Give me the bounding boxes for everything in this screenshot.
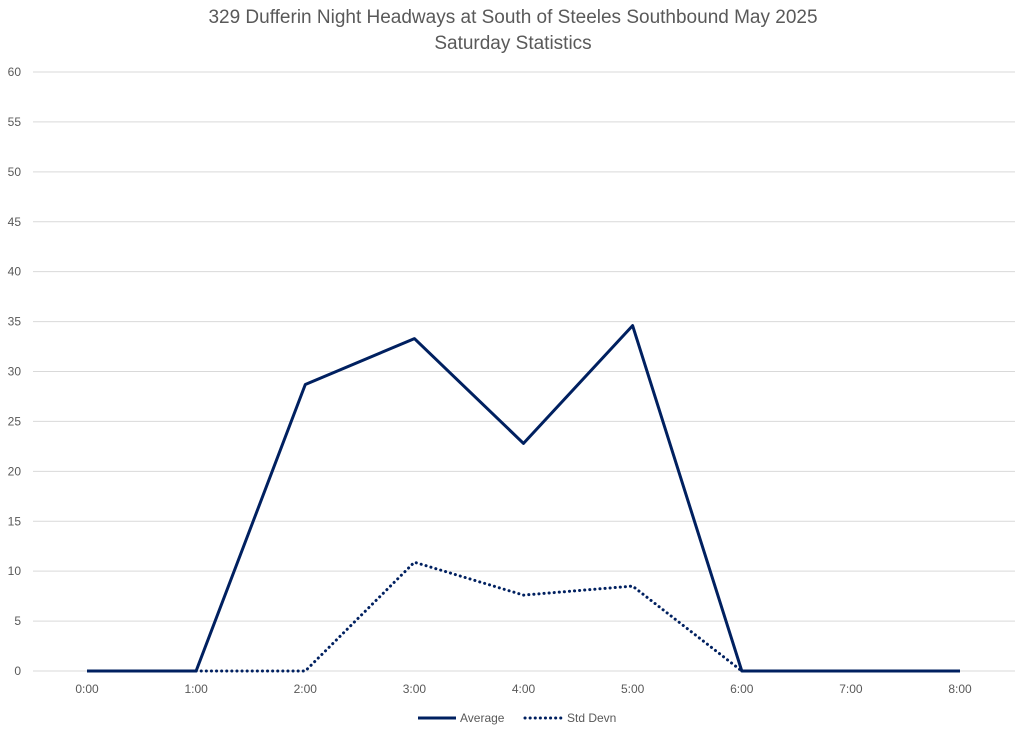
x-tick-label: 1:00 (184, 682, 208, 696)
y-tick-label: 30 (8, 365, 22, 379)
x-tick-label: 2:00 (294, 682, 318, 696)
x-tick-label: 0:00 (75, 682, 99, 696)
x-tick-label: 6:00 (730, 682, 754, 696)
y-axis-ticks: 0 5 10 15 20 25 30 35 40 45 50 55 60 (8, 65, 22, 678)
x-tick-label: 7:00 (839, 682, 863, 696)
chart-subtitle: Saturday Statistics (434, 33, 591, 54)
y-tick-label: 35 (8, 315, 22, 329)
y-tick-label: 40 (8, 265, 22, 279)
y-tick-label: 15 (8, 514, 22, 528)
x-tick-label: 4:00 (512, 682, 536, 696)
legend-label-std-devn: Std Devn (567, 711, 616, 725)
y-tick-label: 25 (8, 414, 22, 428)
y-tick-label: 5 (14, 614, 21, 628)
series-line-average (87, 324, 960, 673)
y-tick-label: 45 (8, 215, 22, 229)
series-lines (87, 324, 960, 673)
y-tick-label: 60 (8, 65, 22, 79)
y-tick-label: 50 (8, 165, 22, 179)
gridlines (33, 71, 1015, 672)
series-line-std-devn (194, 560, 744, 673)
legend-label-average: Average (460, 711, 505, 725)
x-tick-label: 3:00 (403, 682, 427, 696)
chart-title: 329 Dufferin Night Headways at South of … (208, 7, 817, 28)
legend: Average Std Devn (418, 711, 616, 725)
y-tick-label: 10 (8, 564, 22, 578)
x-tick-label: 8:00 (948, 682, 972, 696)
x-axis-ticks: 0:00 1:00 2:00 3:00 4:00 5:00 6:00 7:00 8:00 (75, 682, 972, 696)
y-tick-label: 20 (8, 464, 22, 478)
y-tick-label: 55 (8, 115, 22, 129)
y-tick-label: 0 (14, 664, 21, 678)
x-tick-label: 5:00 (621, 682, 645, 696)
